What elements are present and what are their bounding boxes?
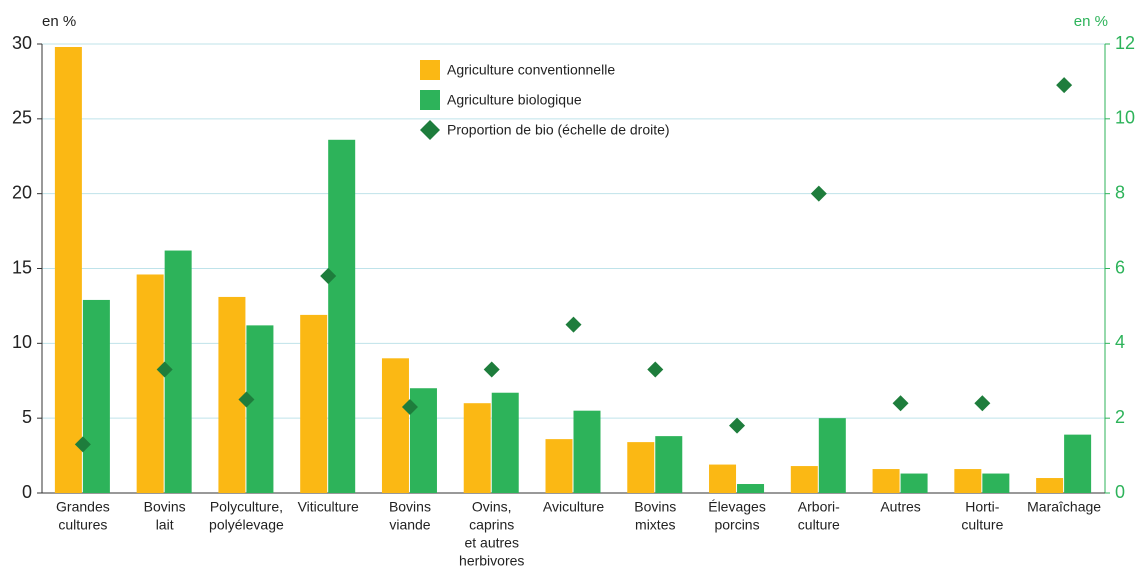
bar	[655, 436, 683, 493]
y-tick-label: 5	[22, 407, 32, 427]
diamond-marker	[238, 391, 255, 408]
bar	[246, 325, 274, 493]
bar	[1064, 434, 1092, 493]
bar	[900, 473, 928, 493]
diamond-marker	[810, 185, 827, 202]
bar	[627, 442, 655, 493]
y2-tick-label: 4	[1115, 332, 1125, 352]
legend-label: Proportion de bio (échelle de droite)	[447, 122, 670, 138]
bar	[463, 403, 491, 493]
x-tick-label: Grandes	[56, 499, 110, 515]
bar	[573, 410, 601, 493]
y-tick-label: 0	[22, 482, 32, 502]
bar	[545, 439, 573, 493]
bar	[136, 274, 164, 493]
x-tick-label: Élevages	[708, 499, 766, 515]
diamond-marker	[647, 361, 664, 378]
x-tick-label: caprins	[469, 517, 514, 533]
x-tick-label: Bovins	[634, 499, 676, 515]
bar	[82, 299, 110, 493]
diamond-marker	[320, 267, 337, 284]
bar	[872, 469, 900, 493]
bar	[737, 484, 765, 493]
x-tick-label: Maraîchage	[1027, 499, 1101, 515]
diamond-marker	[483, 361, 500, 378]
y2-tick-label: 12	[1115, 33, 1135, 53]
x-tick-label: cultures	[58, 517, 107, 533]
x-tick-label: Ovins,	[472, 499, 512, 515]
x-tick-label: Autres	[880, 499, 920, 515]
bar	[54, 46, 82, 493]
y-tick-label: 25	[12, 108, 32, 128]
y2-tick-label: 2	[1115, 407, 1125, 427]
x-tick-label: Polyculture,	[210, 499, 283, 515]
diamond-marker	[974, 395, 991, 412]
x-tick-label: culture	[961, 517, 1003, 533]
diamond-marker	[156, 361, 173, 378]
y-tick-label: 10	[12, 332, 32, 352]
x-tick-label: Horti-	[965, 499, 1000, 515]
x-tick-label: porcins	[714, 517, 759, 533]
y-tick-label: 30	[12, 33, 32, 53]
legend-swatch	[420, 90, 440, 110]
bar	[982, 473, 1010, 493]
bar	[1036, 478, 1064, 493]
legend-label: Agriculture biologique	[447, 92, 582, 108]
y2-tick-label: 10	[1115, 108, 1135, 128]
x-tick-label: Arbori-	[798, 499, 840, 515]
y2-tick-label: 8	[1115, 182, 1125, 202]
x-tick-label: mixtes	[635, 517, 675, 533]
diamond-marker	[1056, 77, 1073, 94]
x-tick-label: herbivores	[459, 553, 524, 569]
bar	[218, 296, 246, 493]
bar	[709, 464, 737, 493]
x-tick-label: et autres	[464, 535, 518, 551]
y-axis-title: en %	[42, 13, 76, 30]
bar	[790, 466, 818, 493]
x-tick-label: Bovins	[389, 499, 431, 515]
y2-axis-title: en %	[1074, 13, 1108, 30]
bar	[818, 418, 846, 493]
bar	[491, 392, 519, 493]
diamond-marker	[729, 417, 746, 434]
legend-label: Agriculture conventionnelle	[447, 62, 615, 78]
legend-swatch	[420, 60, 440, 80]
x-tick-label: viande	[389, 517, 430, 533]
x-tick-label: lait	[156, 517, 174, 533]
x-tick-label: Aviculture	[543, 499, 604, 515]
x-tick-label: polyélevage	[209, 517, 284, 533]
y2-tick-label: 6	[1115, 257, 1125, 277]
legend-swatch	[420, 120, 440, 140]
bar	[954, 469, 982, 493]
y-tick-label: 15	[12, 257, 32, 277]
diamond-marker	[401, 398, 418, 415]
diamond-marker	[565, 316, 582, 333]
x-tick-label: Bovins	[144, 499, 186, 515]
diamond-marker	[74, 436, 91, 453]
y2-tick-label: 0	[1115, 482, 1125, 502]
diamond-marker	[892, 395, 909, 412]
y-tick-label: 20	[12, 182, 32, 202]
bar	[300, 314, 328, 493]
bar	[381, 358, 409, 493]
bar	[328, 139, 356, 493]
x-tick-label: Viticulture	[298, 499, 359, 515]
x-tick-label: culture	[798, 517, 840, 533]
